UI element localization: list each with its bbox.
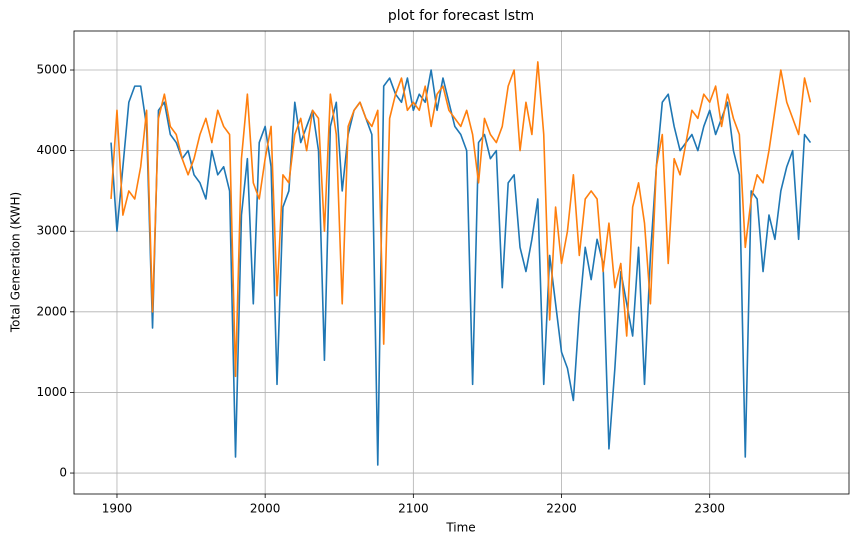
chart-title: plot for forecast lstm — [388, 8, 534, 24]
x-tick-label: 1900 — [102, 502, 133, 516]
plot-frame — [73, 30, 850, 495]
x-axis-label: Time — [445, 521, 475, 535]
x-tick-label: 2300 — [694, 502, 725, 516]
y-tick-label: 1000 — [36, 385, 67, 399]
y-axis-label: Total Generation (KWH) — [9, 192, 23, 333]
y-tick-label: 5000 — [36, 63, 67, 77]
y-tick-label: 0 — [59, 466, 67, 480]
x-tick-label: 2100 — [398, 502, 429, 516]
x-tick-label: 2000 — [250, 502, 281, 516]
line-series — [110, 69, 812, 466]
y-tick-label: 4000 — [36, 143, 67, 157]
y-tick-label: 2000 — [36, 304, 67, 318]
line-series — [110, 61, 812, 378]
y-tick-label: 3000 — [36, 224, 67, 238]
x-tick-label: 2200 — [546, 502, 577, 516]
